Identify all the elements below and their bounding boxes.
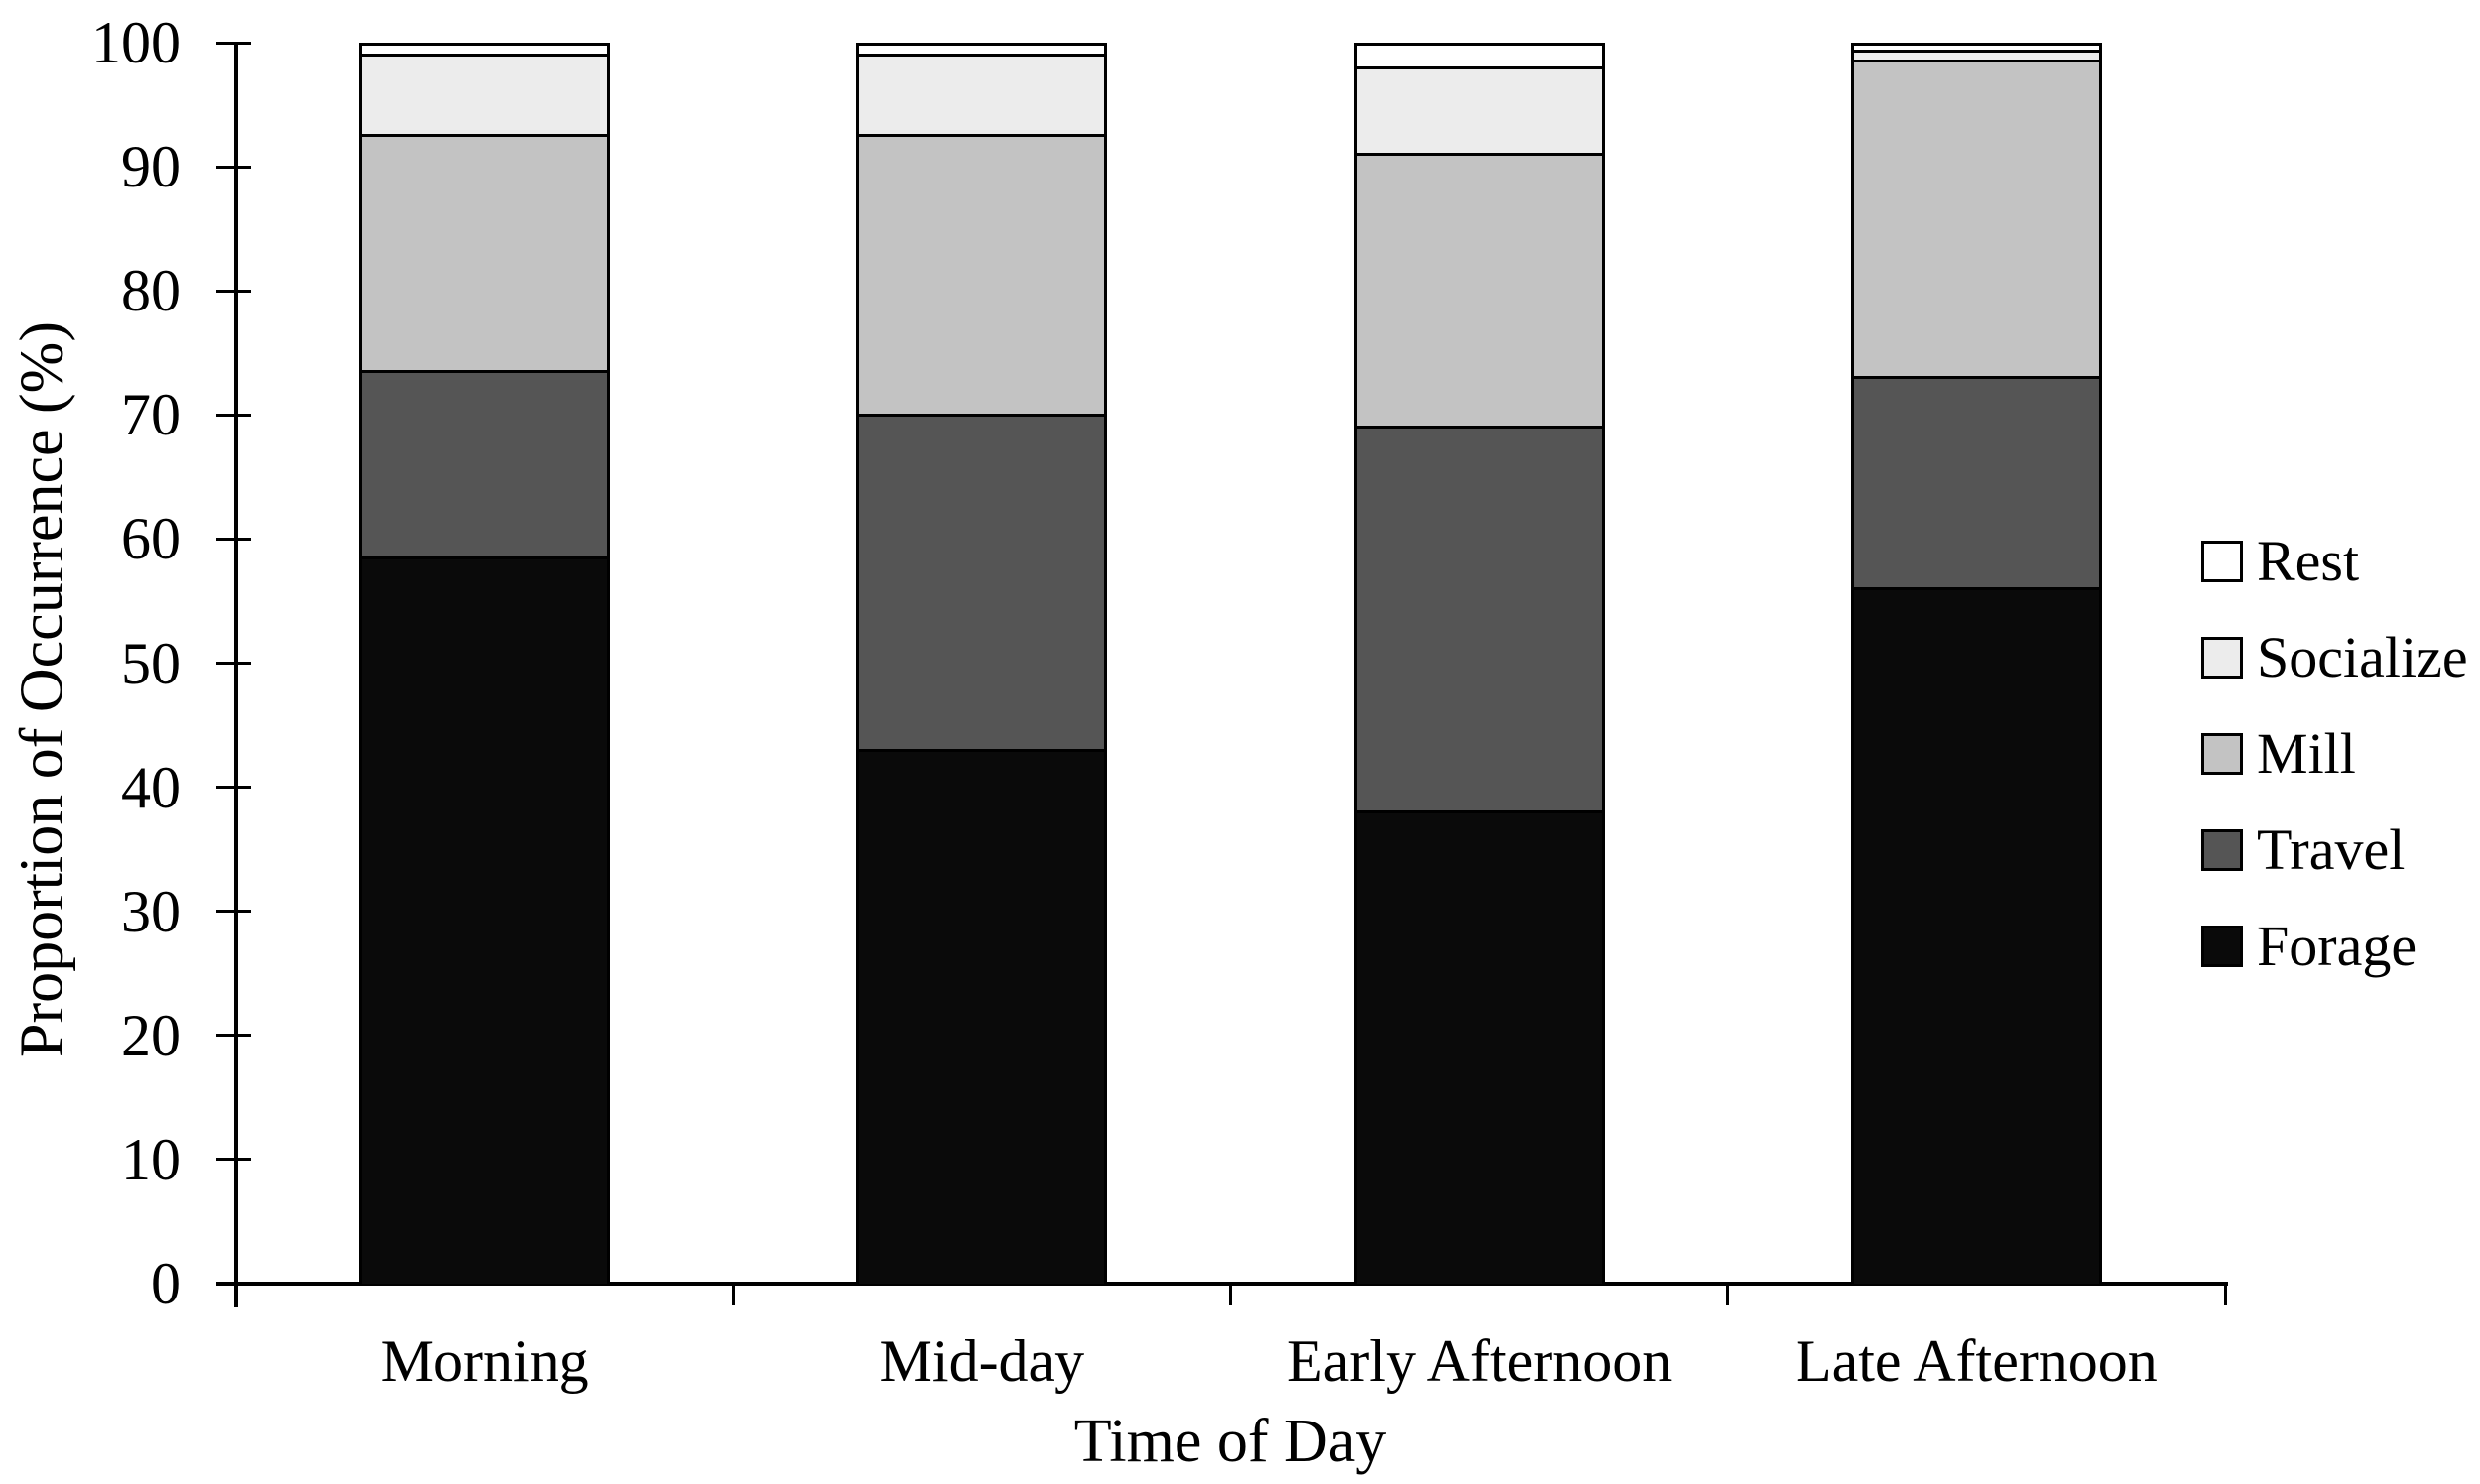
bar-boundary-early-afternoon-2: [1353, 153, 1605, 157]
bar-boundary-mid-day-2: [856, 134, 1108, 138]
bar-segment-mid-day-travel: [856, 415, 1108, 751]
x-axis-label-mid-day: Mid-day: [879, 1328, 1085, 1394]
bar-segment-mid-day-rest: [856, 43, 1108, 56]
legend-item-rest: Rest: [2201, 513, 2480, 609]
bar-morning: [359, 43, 611, 1284]
legend-swatch-rest: [2201, 540, 2243, 582]
bar-segment-morning-forage: [359, 557, 611, 1284]
bar-segment-mid-day-socialize: [856, 55, 1108, 136]
bar-segment-late-afternoon-rest: [1850, 43, 2102, 52]
y-axis-tick-0: [216, 1282, 251, 1286]
y-axis-tick-label-90: 90: [121, 134, 181, 200]
bar-late-afternoon: [1850, 43, 2102, 1284]
y-axis-tick-label-80: 80: [121, 258, 181, 324]
bar-boundary-late-afternoon-3: [1850, 50, 2102, 54]
legend-label-rest: Rest: [2257, 529, 2360, 593]
bar-boundary-late-afternoon-4: [1850, 43, 2102, 46]
bar-boundary-mid-day-1: [856, 413, 1108, 417]
bar-boundary-morning-2: [359, 134, 611, 138]
y-axis-tick-40: [216, 786, 251, 790]
bar-segment-mid-day-mill: [856, 135, 1108, 416]
legend-item-travel: Travel: [2201, 802, 2480, 898]
legend-swatch-mill: [2201, 732, 2243, 775]
bar-boundary-late-afternoon-0: [1850, 586, 2102, 590]
legend-label-mill: Mill: [2257, 721, 2356, 786]
legend-swatch-forage: [2201, 925, 2243, 967]
x-axis-title: Time of Day: [1073, 1408, 1387, 1475]
bar-segment-early-afternoon-rest: [1353, 43, 1605, 68]
y-axis-tick-80: [216, 289, 251, 293]
y-axis-tick-label-40: 40: [121, 754, 181, 820]
bar-segment-late-afternoon-mill: [1850, 61, 2102, 378]
bar-boundary-early-afternoon-3: [1353, 65, 1605, 69]
x-axis-label-morning: Morning: [380, 1328, 589, 1394]
legend-label-travel: Travel: [2257, 817, 2406, 882]
bar-boundary-mid-day-0: [856, 748, 1108, 752]
bar-segment-early-afternoon-forage: [1353, 811, 1605, 1284]
x-axis-label-early-afternoon: Early Afternoon: [1287, 1328, 1673, 1394]
y-axis-tick-70: [216, 413, 251, 417]
x-axis-tick-2: [1229, 1284, 1232, 1305]
y-axis-tick-100: [216, 41, 251, 45]
bar-boundary-late-afternoon-1: [1850, 376, 2102, 380]
bar-segment-morning-socialize: [359, 55, 611, 136]
bar-segment-morning-mill: [359, 135, 611, 372]
bar-segment-morning-rest: [359, 43, 611, 56]
bar-segment-mid-day-forage: [856, 750, 1108, 1284]
legend-swatch-travel: [2201, 828, 2243, 871]
bar-boundary-early-afternoon-1: [1353, 426, 1605, 430]
y-axis-tick-label-60: 60: [121, 506, 181, 572]
y-axis-tick-label-100: 100: [91, 10, 181, 75]
bar-boundary-early-afternoon-4: [1353, 43, 1605, 46]
x-axis-label-late-afternoon: Late Afternoon: [1795, 1328, 2158, 1394]
bar-early-afternoon: [1353, 43, 1605, 1284]
y-axis-tick-90: [216, 165, 251, 169]
bar-boundary-morning-3: [359, 54, 611, 57]
y-axis-tick-60: [216, 537, 251, 541]
x-axis-tick-3: [1726, 1284, 1730, 1305]
bar-segment-early-afternoon-socialize: [1353, 67, 1605, 155]
y-axis-tick-label-0: 0: [151, 1251, 181, 1316]
legend-label-socialize: Socialize: [2257, 625, 2468, 689]
bar-boundary-mid-day-3: [856, 54, 1108, 57]
legend-label-forage: Forage: [2257, 914, 2418, 978]
x-axis-line: [216, 1282, 2228, 1286]
bar-segment-late-afternoon-travel: [1850, 377, 2102, 589]
legend-swatch-socialize: [2201, 636, 2243, 679]
legend-item-socialize: Socialize: [2201, 609, 2480, 705]
y-axis-tick-label-50: 50: [121, 630, 181, 696]
y-axis-tick-10: [216, 1158, 251, 1162]
bar-boundary-morning-4: [359, 43, 611, 46]
bar-mid-day: [856, 43, 1108, 1284]
bar-segment-late-afternoon-forage: [1850, 588, 2102, 1284]
y-axis-tick-label-10: 10: [121, 1126, 181, 1192]
legend-item-mill: Mill: [2201, 705, 2480, 802]
bar-segment-morning-travel: [359, 371, 611, 558]
y-axis-tick-30: [216, 910, 251, 914]
y-axis-tick-label-70: 70: [121, 382, 181, 448]
bar-segment-late-afternoon-socialize: [1850, 51, 2102, 62]
y-axis-tick-label-20: 20: [121, 1002, 181, 1068]
legend-item-forage: Forage: [2201, 898, 2480, 994]
bar-boundary-late-afternoon-2: [1850, 60, 2102, 63]
y-axis-tick-label-30: 30: [121, 878, 181, 944]
x-axis-tick-4: [2223, 1284, 2227, 1305]
bar-boundary-morning-0: [359, 556, 611, 559]
legend: Rest Socialize Mill Travel Forage: [2201, 513, 2480, 994]
y-axis-tick-20: [216, 1034, 251, 1038]
bar-boundary-mid-day-4: [856, 43, 1108, 46]
y-axis-line: [234, 43, 238, 1307]
x-axis-tick-1: [731, 1284, 735, 1305]
y-axis-tick-50: [216, 662, 251, 665]
bar-segment-early-afternoon-mill: [1353, 154, 1605, 428]
bar-boundary-morning-1: [359, 370, 611, 373]
bar-boundary-early-afternoon-0: [1353, 810, 1605, 814]
bar-segment-early-afternoon-travel: [1353, 427, 1605, 812]
